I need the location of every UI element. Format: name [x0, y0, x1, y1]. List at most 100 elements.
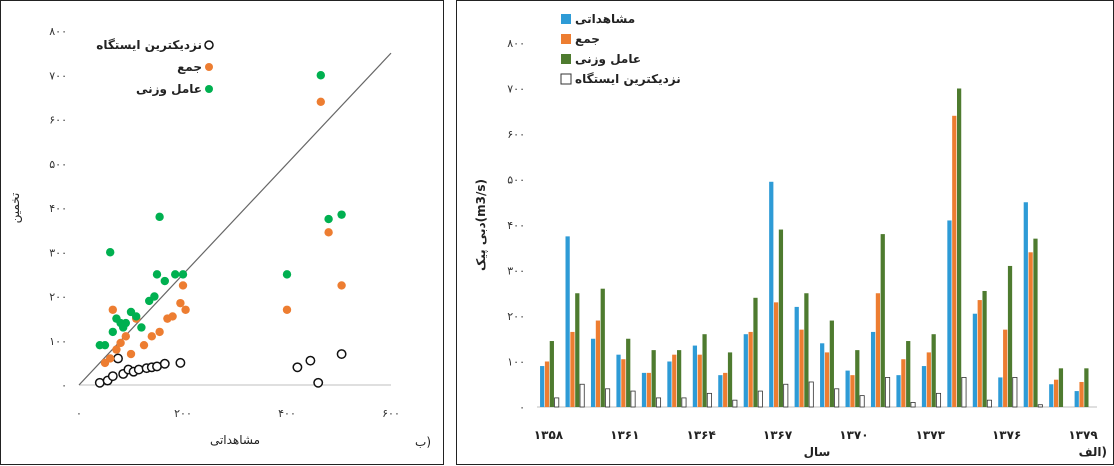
bar-panel: ۰ ۱۰۰ ۲۰۰ ۳۰۰ ۴۰۰ ۵۰۰ ۶۰۰ ۷۰۰ ۸۰۰ ۱۳۵۸ ۱۳۶۱ ۱۳۶۴ ۱۳۶… [456, 0, 1114, 465]
bar-series-3 [885, 377, 891, 408]
bar-series-3 [986, 399, 992, 408]
bar-series-0 [565, 236, 570, 407]
scatter-point-series-2 [282, 270, 292, 279]
scatter-point-series-1 [168, 312, 177, 321]
bar-series-2 [677, 350, 682, 407]
scatter-point-series-2 [178, 270, 188, 279]
bar-series-3 [1012, 377, 1018, 408]
bar-series-2 [778, 229, 784, 407]
y-tick-label: ۱۰۰ [49, 335, 67, 348]
bar-series-3 [1037, 404, 1043, 408]
bar-series-3 [681, 397, 687, 408]
bar-series-2 [880, 234, 885, 407]
legend-label: عامل وزنی [575, 52, 641, 67]
x-tick-label: ۱۳۷۳ [916, 428, 946, 442]
bar-series-2 [855, 350, 860, 407]
legend-label: عامل وزنی [136, 82, 202, 97]
legend-label: جمع [177, 60, 202, 74]
x-tick-label: ۱۳۶۱ [610, 428, 639, 442]
bar-series-3 [554, 397, 560, 408]
bar-series-3 [732, 399, 738, 408]
y-axis-label: دبی پیک(m3/s) [474, 179, 488, 271]
legend-label: نزدیکترین ایستگاه [575, 72, 681, 86]
scatter-point-series-2 [100, 340, 110, 350]
legend-swatch [561, 34, 571, 44]
bar-series-1 [977, 300, 982, 407]
scatter-point-series-1 [155, 327, 164, 337]
bar-series-1 [901, 359, 906, 407]
bar-series-1 [1079, 381, 1084, 407]
bar-series-2 [829, 320, 834, 407]
bar-series-3 [910, 402, 916, 408]
bar-series-1 [1053, 379, 1059, 407]
scatter-point-series-1 [126, 349, 136, 359]
bar-series-0 [1023, 202, 1028, 407]
y-tick-label: ۰ [61, 379, 67, 392]
scatter-point-series-1 [116, 338, 125, 348]
legend-marker [205, 63, 213, 71]
bar-series-0 [921, 366, 927, 407]
bar-series-2 [626, 338, 631, 407]
bar-series-2 [957, 88, 962, 407]
bar-series-2 [727, 352, 733, 407]
scatter-point-series-2 [150, 292, 159, 301]
bar-series-1 [773, 302, 779, 407]
bar-series-3 [859, 395, 865, 408]
bar-series-2 [575, 293, 580, 407]
scatter-point-series-0 [133, 364, 144, 375]
bar-series-0 [947, 220, 952, 407]
scatter-point-series-2 [316, 71, 325, 80]
x-tick-label: ۱۳۵۸ [534, 428, 564, 442]
y-tick-label: ۵۰۰ [49, 158, 67, 171]
bar-series-0 [692, 345, 698, 407]
scatter-point-series-2 [121, 318, 130, 328]
bar-series-1 [1028, 252, 1033, 407]
bar-series-0 [1049, 384, 1054, 407]
x-axis-label: سال [804, 445, 831, 459]
scatter-point-series-0 [175, 357, 186, 368]
bar-series-0 [540, 366, 545, 407]
scatter-point-series-2 [106, 248, 115, 257]
bar-series-3 [783, 383, 789, 408]
bar-series-1 [926, 352, 931, 407]
bar-series-2 [600, 288, 605, 407]
bar-series-2 [651, 350, 656, 407]
scatter-point-series-1 [139, 340, 149, 350]
scatter-point-series-1 [176, 298, 185, 308]
y-tick-label: ۲۰۰ [49, 291, 67, 304]
scatter-point-series-1 [324, 228, 333, 237]
scatter-point-series-0 [113, 353, 123, 364]
scatter-point-series-2 [324, 214, 333, 224]
bar-series-2 [1007, 265, 1013, 407]
y-tick-label: ۸۰۰ [507, 37, 525, 50]
y-tick-label: ۷۰۰ [49, 69, 67, 82]
bar-series-1 [723, 372, 728, 407]
scatter-point-series-0 [305, 355, 316, 366]
bar-series-3 [834, 388, 840, 408]
legend-label: مشاهداتی [575, 12, 635, 26]
bar-series-0 [870, 331, 876, 407]
panel-label: الف) [1079, 445, 1107, 459]
legend-label: نزدیکترین ایستگاه [96, 38, 202, 52]
bar-series-0 [743, 334, 748, 407]
bar-series-3 [757, 390, 763, 408]
bar-series-2 [906, 341, 911, 407]
scatter-point-series-0 [336, 349, 347, 359]
y-tick-label: ۷۰۰ [507, 83, 525, 96]
y-tick-label: ۳۰۰ [507, 265, 525, 278]
x-tick-label: ۱۳۷۶ [992, 428, 1021, 442]
legend-swatch [561, 54, 571, 64]
bar-series-2 [931, 334, 936, 407]
y-tick-label: ۸۰۰ [49, 25, 67, 38]
x-tick-label: ۲۰۰ [174, 407, 192, 420]
bar-series-1 [850, 375, 855, 407]
x-axis-label: مشاهداتی [210, 433, 260, 447]
bar-series-2 [1033, 238, 1038, 407]
bar-series-2 [804, 293, 809, 407]
scatter-point-series-0 [292, 362, 303, 373]
bar-series-1 [646, 372, 651, 407]
bar-series-3 [630, 390, 636, 408]
bar-series-0 [616, 354, 621, 407]
bar-series-3 [961, 377, 967, 408]
bar-series-1 [621, 359, 626, 407]
